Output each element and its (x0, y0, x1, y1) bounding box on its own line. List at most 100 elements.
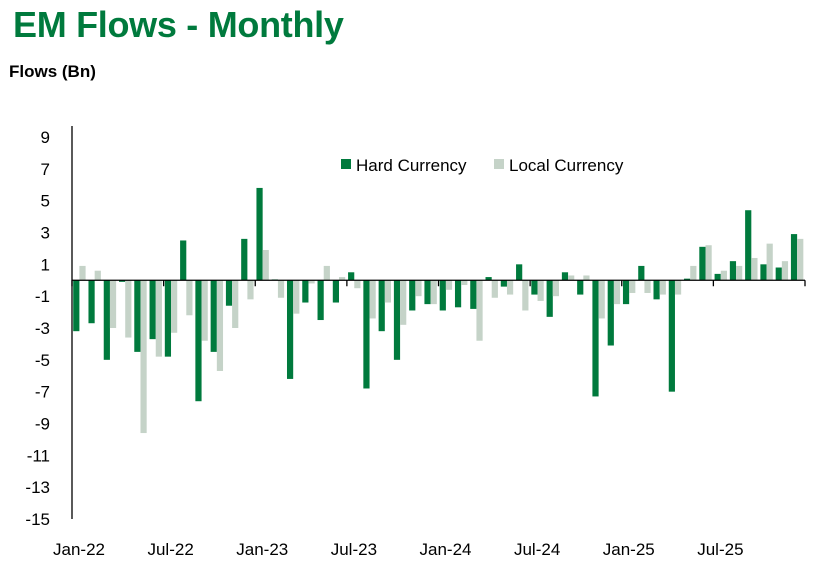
hard-currency-bar-jan-22 (73, 280, 80, 332)
local-currency-bar-oct-24 (583, 275, 590, 281)
local-currency-bar-apr-25 (674, 280, 682, 295)
y-tick-label: -7 (35, 383, 50, 402)
y-tick-label: 3 (41, 224, 50, 243)
local-currency-bar-aug-24 (552, 280, 559, 297)
hard-currency-bar-jun-23 (332, 280, 339, 303)
hard-currency-bar-oct-25 (760, 264, 767, 281)
hard-currency-bar-may-25 (684, 278, 691, 281)
local-currency-bar-nov-24 (598, 280, 605, 319)
local-currency-bar-sep-22 (201, 280, 208, 341)
legend: Hard Currency Local Currency (341, 156, 624, 175)
x-tick-label: Jan-25 (603, 540, 655, 559)
hard-currency-bar-sep-23 (378, 280, 385, 332)
local-currency-bar-aug-22 (186, 280, 193, 316)
hard-currency-bar-sep-24 (561, 272, 569, 281)
hard-currency-bar-aug-24 (546, 280, 553, 317)
local-currency-bar-jan-23 (262, 250, 269, 281)
hard-currency-bar-jul-23 (348, 272, 355, 281)
y-tick-label: -3 (35, 319, 50, 338)
hard-currency-bar-jun-22 (149, 280, 156, 340)
hard-currency-bar-oct-22 (210, 280, 217, 352)
hard-currency-bar-aug-25 (729, 261, 737, 281)
x-tick-label: Jan-23 (236, 540, 288, 559)
y-axis-title: Flows (Bn) (9, 62, 96, 81)
hard-currency-bar-dec-25 (790, 234, 798, 281)
local-currency-legend-label: Local Currency (509, 156, 624, 175)
y-tick-label: -13 (25, 478, 50, 497)
hard-currency-bar-feb-24 (454, 280, 462, 308)
local-currency-bar-mar-22 (109, 280, 117, 328)
hard-currency-bar-may-22 (134, 280, 141, 352)
x-tick-label: Jan-22 (53, 540, 105, 559)
hard-currency-bar-oct-23 (393, 280, 401, 360)
y-tick-label: -9 (35, 415, 50, 434)
local-currency-bar-nov-22 (232, 280, 239, 328)
x-tick-label: Jul-25 (697, 540, 743, 559)
y-tick-label: -5 (35, 351, 50, 370)
local-currency-bar-aug-23 (369, 280, 376, 319)
hard-currency-bar-apr-24 (485, 277, 492, 281)
hard-currency-bar-jul-25 (714, 273, 721, 281)
local-currency-bar-jul-24 (537, 280, 544, 301)
local-currency-bar-sep-23 (384, 280, 392, 303)
hard-currency-bar-may-23 (317, 280, 324, 321)
hard-currency-bar-jun-24 (516, 264, 523, 281)
local-currency-bar-mar-25 (659, 280, 666, 295)
hard-currency-bar-jun-25 (699, 246, 706, 281)
local-currency-bar-dec-25 (797, 238, 804, 281)
hard-currency-bar-oct-24 (577, 280, 584, 295)
hard-currency-bar-feb-22 (88, 280, 95, 324)
local-currency-bar-apr-22 (125, 280, 132, 338)
bars-group (73, 187, 804, 434)
local-currency-bar-mar-23 (293, 280, 300, 314)
local-currency-bar-aug-25 (736, 265, 743, 281)
hard-currency-bar-dec-23 (424, 280, 431, 305)
x-tick-label: Jul-23 (331, 540, 377, 559)
hard-currency-bar-nov-23 (409, 280, 416, 311)
y-tick-label: -15 (25, 510, 50, 529)
local-currency-bar-oct-23 (400, 280, 407, 325)
local-currency-bar-dec-23 (430, 280, 437, 305)
local-currency-bar-apr-24 (491, 280, 498, 298)
hard-currency-bar-nov-22 (225, 280, 233, 306)
local-currency-bar-may-22 (140, 280, 147, 434)
hard-currency-bar-dec-24 (607, 280, 614, 346)
local-currency-bar-oct-25 (766, 243, 773, 281)
local-currency-bar-jun-25 (705, 245, 712, 281)
hard-currency-bar-apr-23 (302, 280, 309, 303)
hard-currency-bar-mar-25 (653, 280, 660, 300)
local-currency-bar-mar-24 (476, 280, 483, 341)
local-currency-bar-jan-22 (79, 265, 86, 281)
hard-currency-bar-mar-23 (286, 280, 294, 379)
local-currency-bar-feb-24 (461, 280, 468, 286)
hard-currency-bar-apr-25 (668, 280, 675, 392)
y-tick-label: 1 (41, 255, 50, 274)
local-currency-bar-dec-22 (247, 280, 254, 300)
local-currency-bar-may-24 (506, 280, 514, 295)
x-tick-label: Jul-22 (147, 540, 193, 559)
y-tick-label: 9 (41, 128, 50, 147)
local-currency-bar-jun-24 (522, 280, 529, 311)
hard-currency-bar-jul-22 (164, 280, 172, 357)
hard-currency-bar-nov-24 (592, 280, 599, 397)
local-currency-bar-feb-22 (94, 270, 101, 281)
local-currency-bar-jun-22 (155, 280, 162, 357)
local-currency-legend-swatch (494, 159, 504, 169)
chart-title: EM Flows - Monthly (13, 4, 344, 45)
hard-currency-bar-jul-24 (531, 280, 538, 295)
x-tick-label: Jul-24 (514, 540, 560, 559)
y-tick-label: -1 (35, 287, 50, 306)
hard-currency-bar-jan-25 (622, 280, 630, 305)
hard-currency-legend-swatch (341, 159, 351, 169)
local-currency-bar-dec-24 (613, 280, 621, 305)
y-tick-label: 7 (41, 160, 50, 179)
hard-currency-bar-jan-23 (256, 187, 263, 281)
local-currency-bar-sep-25 (751, 257, 758, 281)
hard-currency-bar-mar-24 (470, 280, 477, 309)
y-tick-label: 5 (41, 192, 50, 211)
hard-currency-bar-may-24 (500, 280, 507, 287)
local-currency-bar-apr-23 (308, 280, 315, 284)
hard-currency-bar-apr-22 (119, 280, 126, 282)
